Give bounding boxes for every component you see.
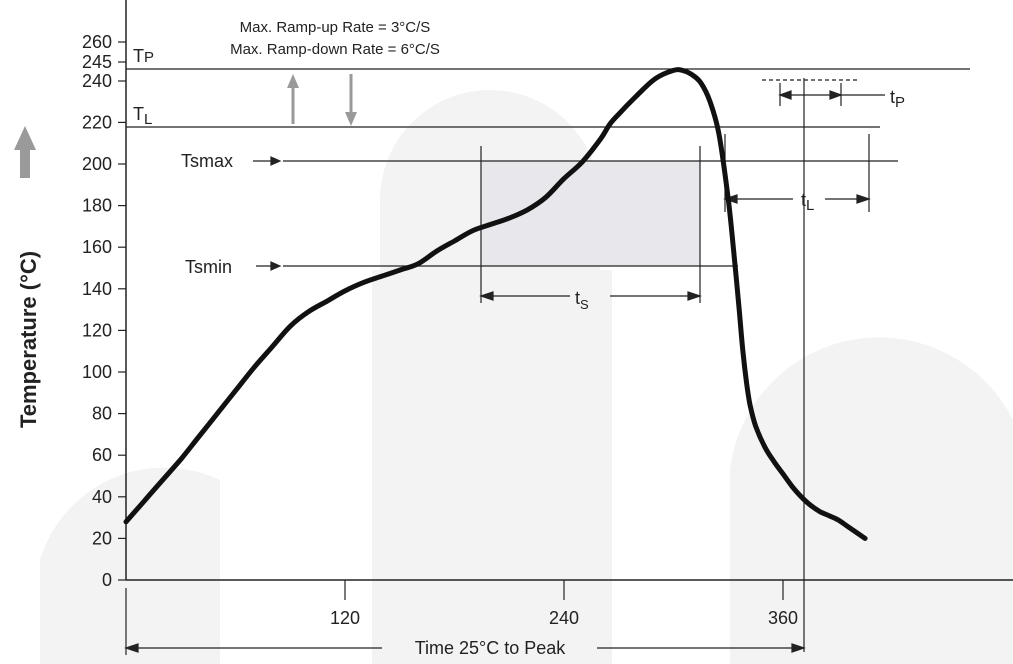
soak-region [481,161,700,266]
y-tick-label: 100 [82,362,112,382]
y-tick-label: 80 [92,404,112,424]
x-axis-ticks: 120 240 360 [330,580,798,628]
y-tick-label: 60 [92,445,112,465]
ramp-down-label: Max. Ramp-down Rate = 6°C/S [230,41,440,58]
tl-label: TL [133,104,152,128]
y-tick-label: 140 [82,279,112,299]
tsmax-pointer [253,156,282,166]
ramp-up-arrow [287,74,299,124]
tp-interval-label: tP [890,87,905,111]
tsmin-pointer [256,261,282,271]
x-tick-label: 360 [768,608,798,628]
tl-interval-label: tL [801,190,814,214]
x-tick-label: 120 [330,608,360,628]
y-tick-label: 240 [82,71,112,91]
tp-label: TP [133,46,154,66]
y-tick-label: 0 [102,570,112,590]
y-tick-label: 200 [82,154,112,174]
ylabel-arrow [14,126,36,178]
tp-interval-arrow [778,90,885,100]
tsmax-label: Tsmax [181,151,233,171]
y-axis-title: Temperature (°C) [16,251,41,428]
ts-label: tS [575,288,589,312]
y-tick-label: 160 [82,237,112,257]
tl-interval-arrow [723,194,871,204]
ramp-down-arrow [345,74,357,126]
y-tick-label: 180 [82,196,112,216]
x-tick-label: 240 [549,608,579,628]
y-tick-label: 260 [82,32,112,52]
y-tick-label: 120 [82,320,112,340]
y-tick-label: 40 [92,487,112,507]
tsmin-label: Tsmin [185,257,232,277]
temperature-curve [123,67,868,541]
y-tick-label: 245 [82,52,112,72]
y-tick-label: 20 [92,528,112,548]
y-tick-label: 220 [82,112,112,132]
x-axis-title: Time 25°C to Peak [415,638,567,658]
ramp-up-label: Max. Ramp-up Rate = 3°C/S [240,19,431,36]
ts-interval-arrow [479,291,702,301]
time-to-peak-arrow [124,643,806,653]
